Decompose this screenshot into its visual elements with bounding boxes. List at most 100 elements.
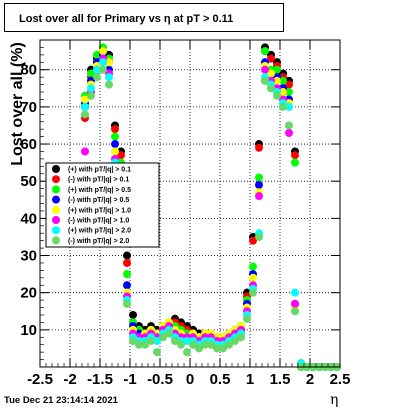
y-tick-label: 20 — [20, 285, 37, 302]
data-point — [255, 143, 263, 152]
x-tick-label: -0.5 — [147, 371, 173, 388]
data-point — [207, 340, 215, 349]
legend-label: (-) with pT/|q| > 0.1 — [68, 177, 129, 184]
data-point — [273, 76, 281, 85]
data-point — [105, 80, 113, 89]
data-point — [111, 147, 119, 156]
data-point — [153, 348, 161, 357]
data-point — [189, 340, 197, 349]
data-point — [273, 65, 281, 74]
data-point — [165, 329, 173, 338]
legend-label: (+) with pT/|q| > 1.0 — [68, 207, 131, 214]
data-point — [291, 288, 299, 297]
x-tick-label: -2 — [63, 371, 76, 388]
data-point — [183, 348, 191, 357]
data-point — [93, 73, 101, 82]
data-point — [285, 128, 293, 137]
legend-label: (+) with pT/|q| > 0.5 — [68, 187, 131, 194]
timestamp: Tue Dec 21 23:14:14 2021 — [4, 395, 118, 406]
y-tick-label: 30 — [20, 248, 37, 265]
data-point — [279, 102, 287, 111]
data-point — [267, 84, 275, 93]
y-tick-label: 50 — [20, 173, 37, 190]
data-point — [261, 65, 269, 74]
data-point — [249, 288, 257, 297]
data-point — [111, 140, 119, 149]
data-point — [255, 180, 263, 189]
data-point — [153, 336, 161, 345]
data-point — [81, 102, 89, 111]
data-point — [87, 69, 95, 78]
x-tick-label: 1.5 — [270, 371, 291, 388]
data-point — [129, 336, 137, 345]
legend-marker — [52, 205, 60, 214]
data-point — [123, 258, 131, 267]
data-series — [81, 43, 341, 371]
data-point — [213, 344, 221, 353]
data-point — [285, 80, 293, 89]
data-point — [183, 336, 191, 345]
data-point — [87, 91, 95, 100]
x-axis: -2.5 -2 -1.5 -1 -0.5 0 0.5 1 1.5 2 2.5 — [27, 40, 350, 388]
data-point — [87, 84, 95, 93]
data-point — [171, 336, 179, 345]
data-point — [81, 110, 89, 119]
data-point — [255, 232, 263, 241]
data-point — [93, 50, 101, 59]
data-point — [273, 91, 281, 100]
data-point — [255, 192, 263, 201]
legend-marker — [52, 165, 60, 173]
data-point — [111, 125, 119, 134]
data-point — [99, 58, 107, 67]
data-point — [249, 262, 257, 271]
x-tick-label: 2.5 — [330, 371, 351, 388]
data-point — [195, 344, 203, 353]
data-point — [279, 88, 287, 97]
data-point — [129, 310, 137, 319]
legend-marker — [52, 195, 60, 204]
x-tick-label: 2 — [306, 371, 314, 388]
data-point — [279, 76, 287, 85]
data-point — [231, 336, 239, 345]
y-tick-label: 70 — [20, 99, 37, 116]
y-tick-label: 80 — [20, 62, 37, 79]
legend-label: (+) with pT/|q| > 0.1 — [68, 167, 131, 174]
data-point — [261, 76, 269, 85]
legend-label: (-) with pT/|q| > 2.0 — [68, 238, 129, 245]
data-point — [135, 340, 143, 349]
legend-marker — [52, 175, 60, 184]
legend-marker — [52, 185, 60, 194]
chart-title-box: Lost over all for Primary vs η at pT > 0… — [4, 3, 284, 32]
legend-marker — [52, 216, 60, 224]
data-point — [255, 173, 263, 182]
data-point — [249, 273, 257, 282]
y-axis: 10 20 30 40 50 60 70 80 — [20, 39, 340, 360]
data-point — [117, 151, 125, 160]
data-point — [291, 151, 299, 160]
x-tick-label: 1 — [246, 371, 254, 388]
data-point — [225, 340, 233, 349]
data-point — [291, 307, 299, 316]
data-point — [177, 340, 185, 349]
data-point — [105, 58, 113, 67]
data-point — [201, 340, 209, 349]
data-point — [123, 251, 131, 260]
data-point — [291, 299, 299, 308]
legend-marker — [52, 236, 60, 245]
data-point — [111, 132, 119, 141]
legend-box — [45, 162, 160, 248]
data-point — [123, 299, 131, 308]
data-point — [147, 336, 155, 345]
data-point — [261, 47, 269, 56]
data-point — [285, 121, 293, 130]
x-tick-label: 0 — [186, 371, 194, 388]
data-point — [219, 344, 227, 353]
data-point — [237, 333, 245, 342]
data-point — [291, 158, 299, 167]
y-axis-label: Lost over all (%) — [9, 42, 26, 166]
legend-label: (+) with pT/|q| > 2.0 — [68, 228, 131, 235]
data-point — [267, 69, 275, 78]
series-8 — [81, 65, 341, 371]
legend-label: (-) with pT/|q| > 0.5 — [68, 197, 129, 204]
legend-marker — [52, 226, 60, 235]
